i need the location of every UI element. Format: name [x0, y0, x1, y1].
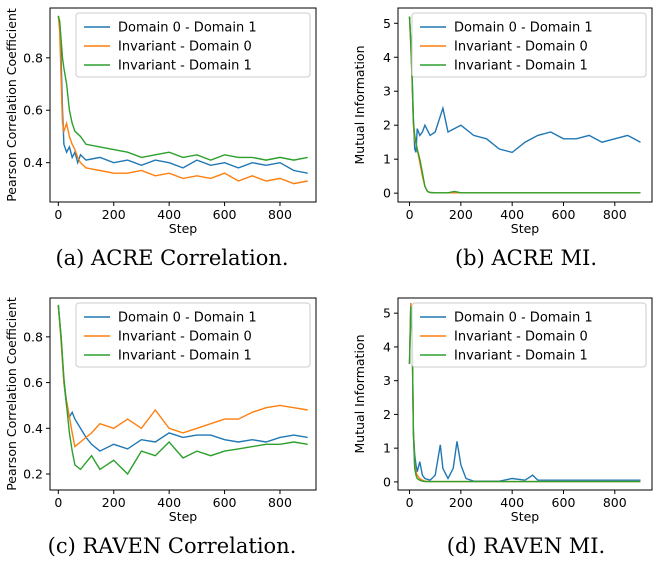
x-tick-label: 800 [268, 495, 292, 510]
x-tick-label: 600 [552, 495, 576, 510]
y-axis-label: Mutual Information [352, 46, 367, 165]
y-tick-label: 0 [383, 186, 391, 201]
legend-entry: Invariant - Domain 0 [454, 330, 588, 345]
y-tick-label: 0.6 [23, 375, 43, 390]
x-tick-label: 800 [603, 207, 627, 222]
y-tick-label: 1 [383, 441, 391, 456]
legend-box [75, 12, 311, 78]
series-line-0 [408, 16, 641, 154]
y-tick-label: 0.8 [23, 50, 43, 65]
series-line-2 [408, 16, 641, 194]
chart-panel-0: 0 200 400 600 800 0.4 0.6 0.8 Step Pearson Correl… [4, 7, 317, 270]
plot-frame [397, 7, 653, 203]
series-line-1 [57, 15, 308, 185]
legend-entry: Domain 0 - Domain 1 [454, 21, 593, 36]
plot-frame [49, 297, 317, 491]
x-tick-label: 400 [500, 495, 524, 510]
y-axis-label: Pearson Correlation Coefficient [4, 8, 19, 202]
series-line-0 [408, 303, 641, 482]
y-tick-label: 3 [383, 84, 391, 99]
plot-frame [397, 297, 653, 491]
legend-entry: Domain 0 - Domain 1 [118, 21, 257, 36]
series-line-2 [408, 306, 641, 483]
y-tick-label: 2 [383, 118, 391, 133]
x-tick-label: 200 [102, 207, 126, 222]
panel-caption: (b) ACRE MI. [455, 246, 597, 270]
x-tick-label: 600 [213, 495, 237, 510]
y-tick-label: 0.8 [23, 329, 43, 344]
panel-caption: (d) RAVEN MI. [447, 534, 605, 558]
y-tick-label: 2 [383, 407, 391, 422]
x-tick-label: 0 [406, 495, 414, 510]
legend-entry: Domain 0 - Domain 1 [454, 311, 593, 326]
x-tick-label: 400 [500, 207, 524, 222]
x-tick-label: 200 [102, 495, 126, 510]
x-tick-label: 600 [552, 207, 576, 222]
y-tick-label: 0.6 [23, 103, 43, 118]
legend: Domain 0 - Domain 1 Invariant - Domain 0 I… [75, 12, 311, 78]
x-axis-label: Step [511, 221, 540, 236]
legend-box [75, 302, 311, 368]
x-tick-label: 0 [54, 495, 62, 510]
series-line-0 [57, 15, 308, 174]
legend-entry: Invariant - Domain 0 [454, 40, 588, 55]
legend: Domain 0 - Domain 1 Invariant - Domain 0 I… [411, 12, 647, 78]
series-line-2 [57, 15, 308, 161]
plot-frame [49, 7, 317, 203]
chart-panel-2: 0 200 400 600 800 0.2 0.4 0.6 0.8 Step Pearson Cor… [4, 297, 317, 558]
series-line-1 [57, 304, 308, 448]
legend-entry: Invariant - Domain 1 [454, 349, 588, 364]
panel-caption: (a) ACRE Correlation. [55, 246, 288, 270]
panel-caption: (c) RAVEN Correlation. [48, 534, 297, 558]
x-tick-label: 200 [449, 495, 473, 510]
x-axis-label: Step [169, 221, 198, 236]
y-tick-label: 0.4 [23, 421, 43, 436]
legend: Domain 0 - Domain 1 Invariant - Domain 0 I… [411, 302, 647, 368]
y-axis-label: Mutual Information [352, 335, 367, 454]
x-tick-label: 0 [406, 207, 414, 222]
series-line-2 [57, 304, 308, 476]
x-axis-label: Step [169, 509, 198, 524]
x-axis-label: Step [511, 509, 540, 524]
legend-box [411, 12, 647, 78]
y-axis-label: Pearson Correlation Coefficient [4, 297, 19, 491]
y-tick-label: 4 [383, 50, 391, 65]
y-tick-label: 0 [383, 474, 391, 489]
x-tick-label: 0 [54, 207, 62, 222]
x-tick-label: 800 [268, 207, 292, 222]
y-tick-label: 5 [383, 306, 391, 321]
legend-entry: Domain 0 - Domain 1 [118, 311, 257, 326]
x-tick-label: 800 [603, 495, 627, 510]
chart-panel-3: 0 200 400 600 800 0 1 2 3 4 5 Step Mutual Informatio… [352, 297, 653, 558]
legend-entry: Invariant - Domain 1 [118, 59, 252, 74]
legend-entry: Invariant - Domain 0 [118, 40, 252, 55]
x-tick-label: 200 [449, 207, 473, 222]
y-tick-label: 0.4 [23, 155, 43, 170]
legend-entry: Invariant - Domain 1 [118, 349, 252, 364]
x-tick-label: 600 [213, 207, 237, 222]
legend: Domain 0 - Domain 1 Invariant - Domain 0 I… [75, 302, 311, 368]
legend-entry: Invariant - Domain 1 [454, 59, 588, 74]
x-tick-label: 400 [157, 207, 181, 222]
chart-panel-1: 0 200 400 600 800 0 1 2 3 4 5 Step Mutual Informatio… [352, 7, 653, 270]
y-tick-label: 1 [383, 152, 391, 167]
x-tick-label: 400 [157, 495, 181, 510]
legend-entry: Invariant - Domain 0 [118, 330, 252, 345]
y-tick-label: 5 [383, 16, 391, 31]
y-tick-label: 0.2 [23, 467, 43, 482]
y-tick-label: 4 [383, 339, 391, 354]
y-tick-label: 3 [383, 373, 391, 388]
legend-box [411, 302, 647, 368]
